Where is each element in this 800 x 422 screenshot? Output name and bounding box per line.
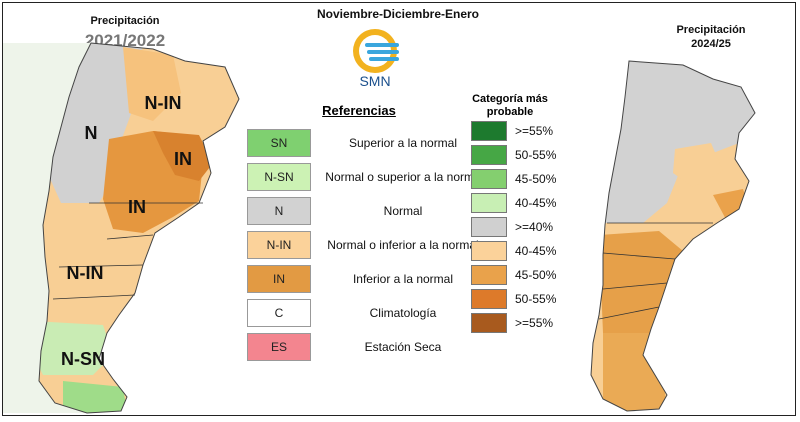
- category-legend-row: 45-50%: [471, 265, 591, 287]
- category-label: >=40%: [515, 220, 554, 234]
- category-label: >=55%: [515, 316, 554, 330]
- label-n-in-south: N-IN: [67, 263, 104, 283]
- category-swatch: [471, 265, 507, 285]
- right-map-title: Precipitación 2024/25: [651, 23, 771, 51]
- category-legend-title-line1: Categoría más: [472, 93, 548, 105]
- reference-row: N-SN Normal o superior a la norma: [247, 163, 487, 191]
- province-borders-left: [52, 202, 203, 300]
- reference-label: Climatología: [369, 306, 437, 320]
- reference-row: ES Estación Seca: [247, 333, 487, 361]
- category-legend-row: 50-55%: [471, 145, 591, 167]
- reference-swatch: N-SN: [247, 163, 311, 191]
- inferior-zone-patagonia: [599, 231, 683, 333]
- left-map: N-IN N IN IN N-IN N-SN: [3, 42, 240, 414]
- normal-inferior-zone-north: [123, 47, 181, 121]
- smn-logo-text: SMN: [359, 73, 390, 89]
- label-n-in-north: N-IN: [145, 93, 182, 113]
- normal-inferior-patch-north: [673, 143, 723, 187]
- inferior-zone-east: [153, 131, 213, 181]
- right-map-title-line1: Precipitación: [676, 24, 746, 36]
- reference-row: N-IN Normal o inferior a la normal: [247, 231, 487, 259]
- category-swatch: [471, 217, 507, 237]
- reference-row: SN Superior a la normal: [247, 129, 487, 157]
- reference-row: IN Inferior a la normal: [247, 265, 487, 293]
- inferior-zone-south: [603, 333, 667, 411]
- category-legend-row: >=40%: [471, 217, 591, 239]
- reference-label: Inferior a la normal: [352, 272, 454, 286]
- category-legend-row: 40-45%: [471, 193, 591, 215]
- label-n-sn-south: N-SN: [61, 349, 105, 369]
- reference-label: Normal o inferior a la normal: [327, 238, 479, 252]
- category-swatch: [471, 313, 507, 333]
- category-legend-row: >=55%: [471, 313, 591, 335]
- category-legend-row: 50-55%: [471, 289, 591, 311]
- reference-label: Normal o superior a la norma: [325, 170, 481, 184]
- category-label: 40-45%: [515, 196, 557, 210]
- reference-label: Superior a la normal: [348, 136, 458, 150]
- category-swatch: [471, 121, 507, 141]
- category-legend-row: >=55%: [471, 121, 591, 143]
- right-map: [590, 60, 756, 412]
- references-title: Referencias: [322, 103, 396, 118]
- forecast-figure: Noviembre-Diciembre-Enero Precipitación …: [2, 2, 796, 416]
- reference-swatch: SN: [247, 129, 311, 157]
- category-legend-row: 40-45%: [471, 241, 591, 263]
- category-label: 50-55%: [515, 148, 557, 162]
- chile-landmass: [3, 43, 91, 413]
- superior-zone-tierra: [63, 381, 127, 413]
- category-label: 45-50%: [515, 268, 557, 282]
- label-in-east: IN: [174, 149, 192, 169]
- category-legend-row: 45-50%: [471, 169, 591, 191]
- label-in-center: IN: [128, 197, 146, 217]
- reference-row: C Climatología: [247, 299, 487, 327]
- argentina-outline-right: [590, 60, 756, 412]
- reference-label: Normal: [383, 204, 423, 218]
- category-swatch: [471, 169, 507, 189]
- smn-logo-icon: [353, 29, 399, 73]
- category-legend-title: Categoría más probable: [455, 93, 565, 119]
- reference-swatch: IN: [247, 265, 311, 293]
- category-label: 45-50%: [515, 172, 557, 186]
- normal-superior-zone-south: [39, 321, 113, 375]
- category-swatch: [471, 289, 507, 309]
- category-swatch: [471, 241, 507, 261]
- reference-swatch: ES: [247, 333, 311, 361]
- argentina-outline-left: [38, 42, 240, 414]
- label-n-west: N: [85, 123, 98, 143]
- category-legend-title-line2: probable: [486, 106, 534, 118]
- category-swatch: [471, 193, 507, 213]
- reference-label: Estación Seca: [364, 340, 442, 354]
- left-map-title: Precipitación: [90, 15, 160, 27]
- normal-zone-north: [603, 61, 755, 223]
- reference-swatch: N-IN: [247, 231, 311, 259]
- category-label: >=55%: [515, 124, 554, 138]
- reference-swatch: C: [247, 299, 311, 327]
- reference-row: N Normal: [247, 197, 487, 225]
- category-swatch: [471, 145, 507, 165]
- smn-logo: SMN: [353, 29, 399, 89]
- category-label: 40-45%: [515, 244, 557, 258]
- main-title: Noviembre-Diciembre-Enero: [316, 7, 480, 21]
- reference-swatch: N: [247, 197, 311, 225]
- category-label: 50-55%: [515, 292, 557, 306]
- province-borders-right: [598, 222, 713, 320]
- right-map-title-line2: 2024/25: [691, 38, 731, 50]
